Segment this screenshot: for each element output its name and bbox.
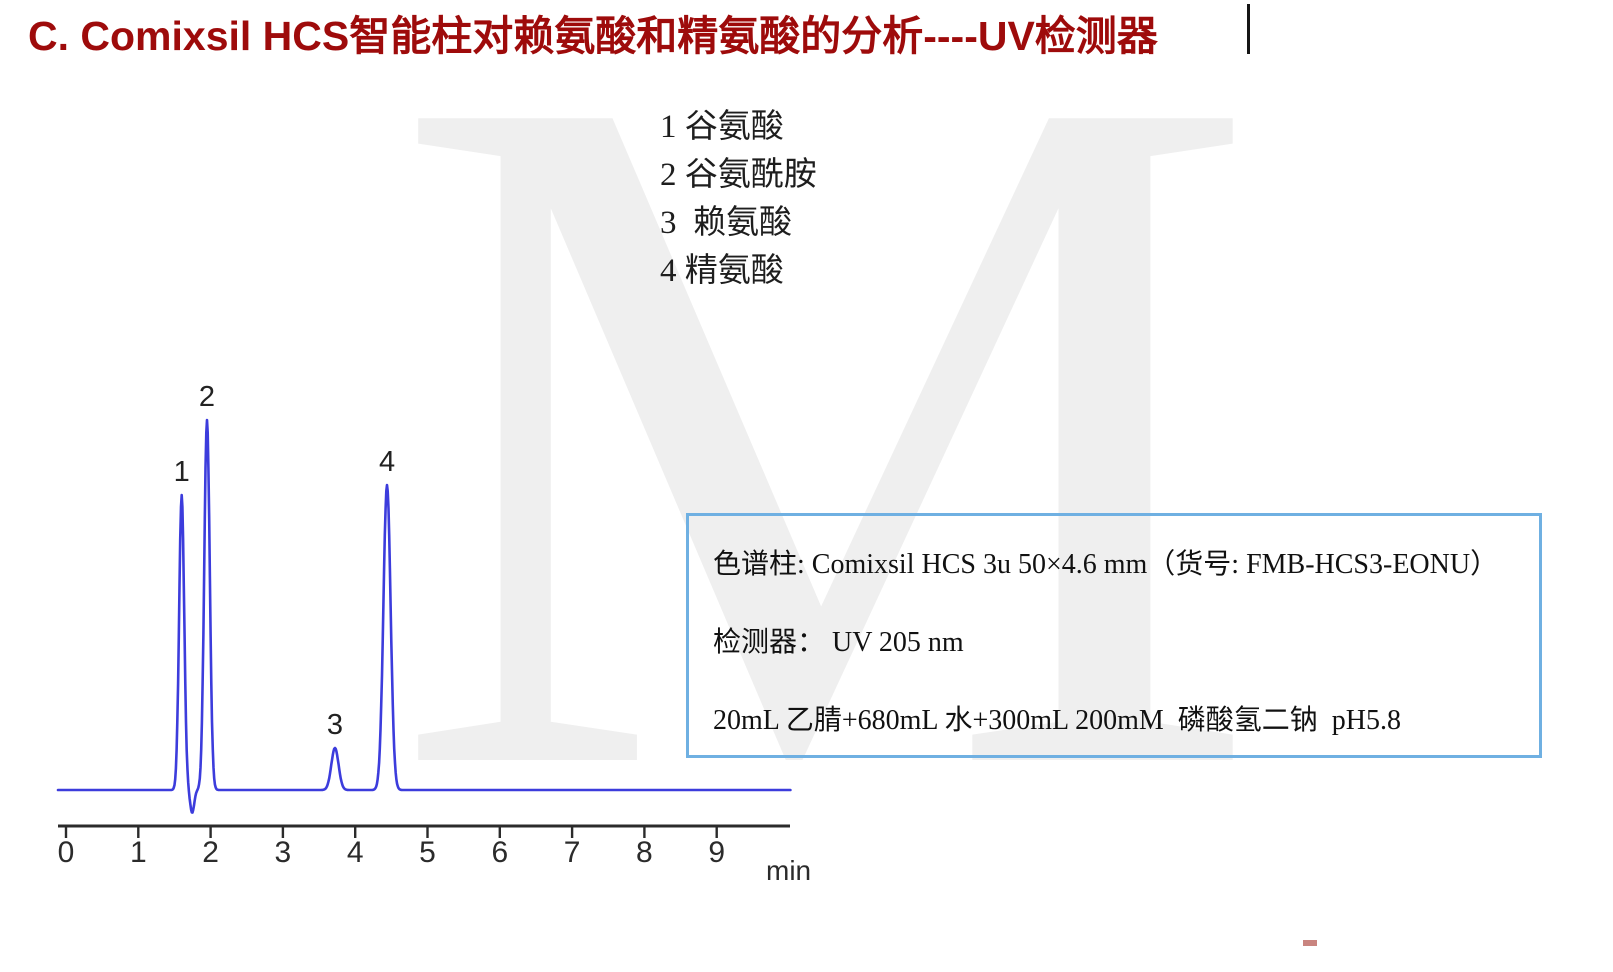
x-tick-label: 9: [708, 836, 725, 869]
x-tick-label: 6: [491, 836, 508, 869]
x-tick-label: 0: [58, 836, 75, 869]
peak-legend: 1 谷氨酸 2 谷氨酰胺 3 赖氨酸 4 精氨酸: [660, 103, 817, 295]
peak-label-4: 4: [379, 446, 395, 478]
page-title[interactable]: C. Comixsil HCS智能柱对赖氨酸和精氨酸的分析----UV检测器: [28, 13, 1158, 59]
x-tick-label: 2: [202, 836, 219, 869]
red-mark: [1303, 940, 1317, 946]
legend-item-1: 1 谷氨酸: [660, 109, 784, 145]
x-tick-label: 5: [419, 836, 436, 869]
legend-item-2: 2 谷氨酰胺: [660, 157, 817, 193]
text-cursor-caret: [1247, 4, 1250, 54]
legend-item-3: 3 赖氨酸: [660, 205, 792, 241]
chromatogram-trace: [56, 418, 792, 814]
peak-label-2: 2: [199, 381, 215, 413]
x-tick-label: 8: [636, 836, 653, 869]
x-tick-label: 7: [564, 836, 581, 869]
x-tick-label: 1: [130, 836, 147, 869]
condition-line-2: 检测器： UV 205 nm: [713, 627, 964, 658]
peak-label-1: 1: [174, 456, 190, 488]
x-tick-label: 3: [275, 836, 292, 869]
x-axis-unit-label: min: [766, 855, 811, 886]
watermark: M: [390, 0, 1262, 972]
condition-line-1: 色谱柱: Comixsil HCS 3u 50×4.6 mm（货号: FMB-H…: [713, 549, 1499, 580]
peak-label-3: 3: [327, 709, 343, 741]
x-tick-label: 4: [347, 836, 364, 869]
condition-line-3: 20mL 乙腈+680mL 水+300mL 200mM 磷酸氢二钠 pH5.8: [713, 705, 1402, 736]
conditions-box[interactable]: 色谱柱: Comixsil HCS 3u 50×4.6 mm（货号: FMB-H…: [686, 513, 1542, 758]
chromatogram-image[interactable]: 0 1 2 3 4 5 6 7 8 9 min 1 2 3 4: [40, 340, 830, 900]
legend-item-4: 4 精氨酸: [660, 253, 784, 289]
